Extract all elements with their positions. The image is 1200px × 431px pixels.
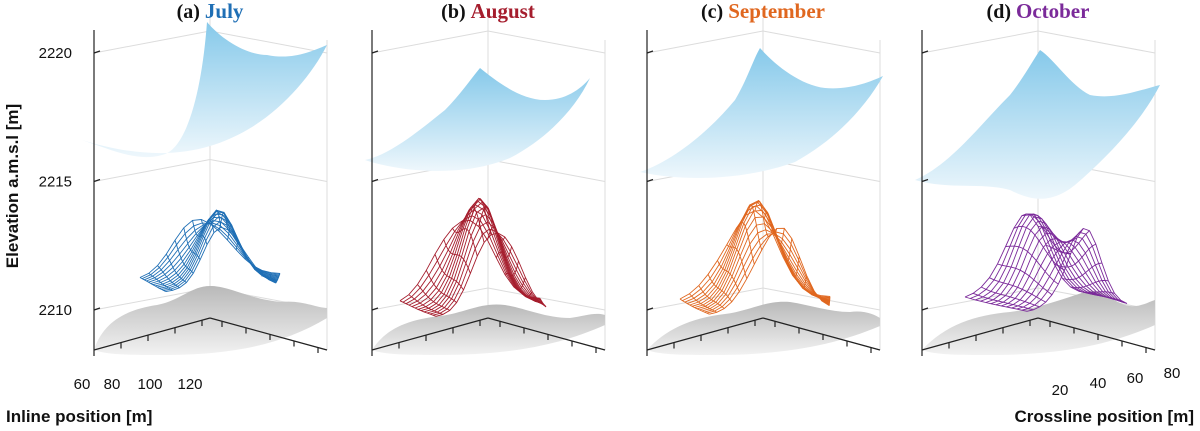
panel-title: (c) September xyxy=(701,0,825,23)
inline-tick-label: 80 xyxy=(104,376,121,393)
top-surface xyxy=(82,22,327,158)
axes xyxy=(93,30,328,356)
crossline-tick-labels: 20 40 60 80 xyxy=(1052,365,1181,399)
bottom-surface xyxy=(94,285,327,355)
panel-tag: (a) xyxy=(177,1,205,23)
bottom-surface xyxy=(922,290,1155,355)
top-surface xyxy=(365,68,590,172)
y-tick-label: 2215 xyxy=(39,174,72,191)
panel: (b) August xyxy=(365,0,606,356)
axes xyxy=(921,30,1156,356)
panel-tag: (c) xyxy=(701,1,728,23)
axes xyxy=(371,30,606,356)
crossline-tick-label: 20 xyxy=(1052,382,1069,399)
panel-month: July xyxy=(205,0,244,23)
wireframe-mesh xyxy=(399,197,547,317)
grid-frame xyxy=(371,18,606,351)
panel: (c) September xyxy=(640,0,883,356)
inline-tick-labels: 60 80 100 120 xyxy=(74,376,203,393)
panel-title: (a) July xyxy=(177,0,244,23)
inline-tick-label: 100 xyxy=(137,376,162,393)
panels: (a) July (b) August (c) September (d) Octob… xyxy=(82,0,1160,356)
panel: (d) October xyxy=(915,0,1160,356)
axes xyxy=(646,30,881,356)
wireframe-mesh xyxy=(679,199,831,315)
bottom-surface xyxy=(647,301,880,355)
bottom-surface xyxy=(372,304,605,355)
wireframe-mesh xyxy=(964,213,1128,312)
top-surface xyxy=(640,48,883,178)
y-tick-label: 2220 xyxy=(39,45,72,62)
panel: (a) July xyxy=(82,0,328,356)
wireframe-mesh xyxy=(139,209,281,293)
panel-title: (b) August xyxy=(441,0,535,23)
inline-tick-label: 60 xyxy=(74,376,91,393)
crossline-tick-label: 60 xyxy=(1127,370,1144,387)
crossline-tick-label: 40 xyxy=(1090,375,1107,392)
inline-tick-label: 120 xyxy=(177,376,202,393)
panel-month: October xyxy=(1016,0,1089,23)
inline-axis-title: Inline position [m] xyxy=(6,407,152,426)
panel-month: August xyxy=(471,0,535,23)
panel-title: (d) October xyxy=(987,0,1090,23)
y-axis-title: Elevation a.m.s.l [m] xyxy=(3,104,22,268)
crossline-tick-label: 80 xyxy=(1164,365,1181,382)
panel-tag: (b) xyxy=(441,1,470,23)
top-surface xyxy=(915,50,1160,199)
panel-tag: (d) xyxy=(987,1,1016,23)
panel-month: September xyxy=(728,0,825,23)
crossline-axis-title: Crossline position [m] xyxy=(1015,407,1194,426)
y-tick-labels: 2210221522202225223022352240 xyxy=(39,45,72,319)
y-tick-label: 2210 xyxy=(39,302,72,319)
